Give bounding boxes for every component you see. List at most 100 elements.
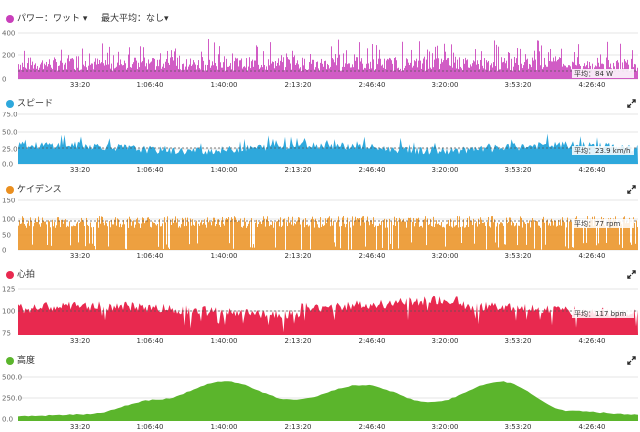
cadence-bar bbox=[282, 225, 283, 250]
heart-rate-title: 心拍 bbox=[17, 270, 36, 280]
heart-rate-legend-dot bbox=[6, 271, 14, 279]
max-average-dropdown[interactable]: 最大平均：なし▾ bbox=[101, 14, 169, 24]
power-bar bbox=[79, 70, 80, 79]
power-bar bbox=[478, 64, 479, 79]
cadence-bar bbox=[368, 221, 369, 250]
cadence-bar bbox=[66, 227, 67, 250]
power-bar bbox=[607, 41, 608, 79]
cadence-bar bbox=[389, 218, 390, 250]
power-bar bbox=[408, 62, 409, 79]
heart-x-tick-label: 2:13:20 bbox=[285, 337, 312, 345]
power-bar bbox=[431, 68, 432, 79]
power-bar bbox=[568, 65, 569, 79]
speed-expand-icon[interactable] bbox=[627, 99, 636, 108]
power-bar bbox=[378, 58, 379, 79]
elevation-expand-icon[interactable] bbox=[627, 356, 636, 365]
cadence-bar bbox=[21, 223, 22, 250]
cadence-bar bbox=[243, 225, 244, 250]
cadence-bar bbox=[41, 223, 42, 250]
power-y-tick-label: 400 bbox=[2, 30, 15, 38]
power-bar bbox=[497, 70, 498, 79]
power-bar bbox=[195, 64, 196, 79]
power-bar bbox=[411, 49, 412, 79]
cadence-bar bbox=[633, 217, 634, 250]
power-bar bbox=[251, 61, 252, 79]
elevation-plot-svg[interactable]: 500.0 250.0 0.0 33:20 1:06:40 1:40:00 2:13:20 2… bbox=[0, 369, 640, 431]
heart-rate-expand-icon[interactable] bbox=[627, 270, 636, 279]
power-bar bbox=[326, 69, 327, 79]
power-bar bbox=[341, 70, 342, 79]
power-bar bbox=[509, 52, 510, 79]
power-bar bbox=[349, 63, 350, 79]
cadence-bar bbox=[211, 225, 212, 250]
power-bar bbox=[441, 58, 442, 79]
power-bar bbox=[236, 58, 237, 79]
cadence-bar bbox=[401, 221, 402, 250]
cadence-bar bbox=[26, 227, 27, 250]
cadence-bar bbox=[260, 221, 261, 250]
cadence-bar bbox=[106, 223, 107, 250]
cadence-bar bbox=[130, 218, 131, 250]
cadence-chart[interactable]: 150 100 50 0 平均：77 rpm 33:20 1:06:40 1:40:00 2:1… bbox=[0, 198, 640, 260]
cadence-bar bbox=[96, 222, 97, 250]
cadence-expand-icon[interactable] bbox=[627, 185, 636, 194]
cadence-plot-svg[interactable]: 150 100 50 0 平均：77 rpm 33:20 1:06:40 1:40:00 2:1… bbox=[0, 198, 640, 260]
power-plot-svg[interactable]: 400 200 0 平均：84 W 33:20 1:06:40 1:40:00 2:13:20… bbox=[0, 27, 640, 89]
power-bar bbox=[499, 69, 500, 79]
power-bar bbox=[100, 63, 101, 79]
power-bar bbox=[398, 67, 399, 79]
power-bar bbox=[637, 67, 638, 79]
speed-x-tick-label: 3:53:20 bbox=[505, 166, 532, 174]
speed-header: スピード bbox=[0, 97, 640, 113]
power-bar bbox=[280, 60, 281, 79]
power-chart[interactable]: 400 200 0 平均：84 W 33:20 1:06:40 1:40:00 2:13:20… bbox=[0, 27, 640, 89]
cadence-bar bbox=[279, 226, 280, 250]
power-bar bbox=[442, 62, 443, 79]
power-bar bbox=[156, 66, 157, 79]
cadence-bar bbox=[36, 221, 37, 250]
cadence-bar bbox=[42, 217, 43, 250]
heart-rate-chart[interactable]: 125 100 75 平均：117 bpm 33:20 1:06:40 1:40:00 2:1… bbox=[0, 283, 640, 345]
power-bar bbox=[281, 55, 282, 79]
power-bar bbox=[453, 52, 454, 79]
power-bar bbox=[301, 70, 302, 79]
cadence-bar bbox=[30, 217, 31, 250]
power-bar bbox=[495, 66, 496, 79]
cadence-bar bbox=[307, 224, 308, 250]
power-x-tick-label: 3:53:20 bbox=[505, 81, 532, 89]
power-bar bbox=[539, 51, 540, 79]
power-bar bbox=[89, 53, 90, 79]
heart-x-tick-label: 33:20 bbox=[70, 337, 90, 345]
power-y-tick-label: 200 bbox=[2, 52, 15, 60]
heart-y-tick-label: 75 bbox=[2, 330, 11, 338]
power-bar bbox=[554, 61, 555, 79]
power-bar bbox=[486, 60, 487, 79]
cadence-bar bbox=[457, 216, 458, 250]
cadence-bar bbox=[192, 219, 193, 250]
power-bar bbox=[479, 69, 480, 79]
speed-plot-svg[interactable]: 75.0 50.0 25.0 0.0 平均：23.9 km/h 33:20 1:06:40 1… bbox=[0, 112, 640, 174]
cadence-bar bbox=[437, 224, 438, 250]
power-bar bbox=[401, 70, 402, 79]
cadence-bar bbox=[105, 220, 106, 250]
power-bar bbox=[43, 69, 44, 79]
power-bar bbox=[56, 62, 57, 79]
power-title-dropdown[interactable]: パワー：ワット ▾ bbox=[17, 14, 88, 24]
heart-x-tick-label: 2:46:40 bbox=[359, 337, 386, 345]
power-bar bbox=[188, 66, 189, 79]
power-bar bbox=[606, 57, 607, 79]
power-bar bbox=[483, 68, 484, 79]
power-bar bbox=[396, 60, 397, 79]
speed-chart[interactable]: 75.0 50.0 25.0 0.0 平均：23.9 km/h 33:20 1:06:40 1… bbox=[0, 112, 640, 174]
cadence-bar bbox=[571, 221, 572, 250]
cadence-bar bbox=[637, 227, 638, 250]
heart-plot-svg[interactable]: 125 100 75 平均：117 bpm 33:20 1:06:40 1:40:00 2:1… bbox=[0, 283, 640, 345]
power-bar bbox=[494, 40, 495, 79]
power-bar bbox=[25, 67, 26, 79]
cadence-bar bbox=[635, 243, 636, 250]
heart-y-tick-label: 125 bbox=[2, 286, 15, 294]
elevation-chart[interactable]: 500.0 250.0 0.0 33:20 1:06:40 1:40:00 2:13:20 2… bbox=[0, 369, 640, 431]
cadence-bar bbox=[595, 220, 596, 250]
power-bar bbox=[535, 59, 536, 79]
power-bar bbox=[235, 57, 236, 79]
